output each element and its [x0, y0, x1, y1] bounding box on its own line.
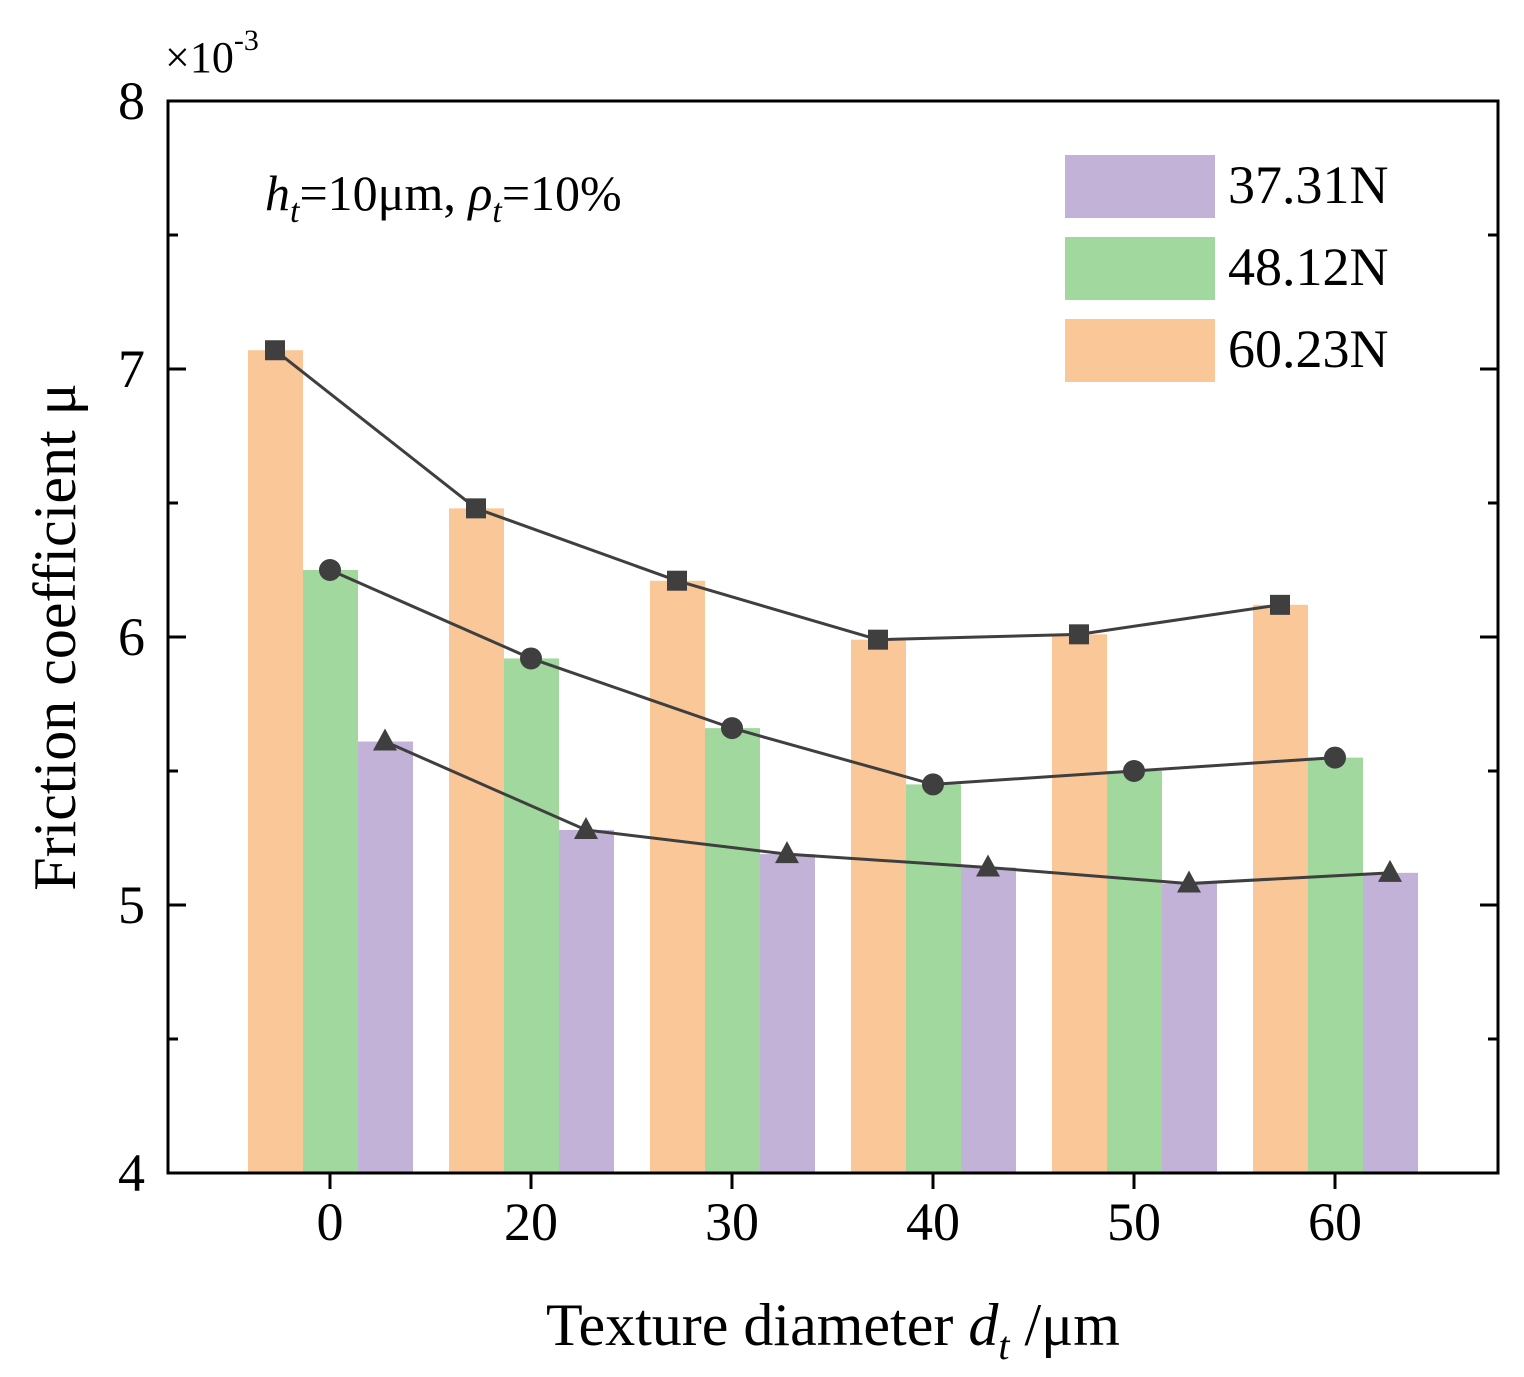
bar-48.12N-20 [504, 658, 559, 1173]
y-axis-label: Friction coefficient μ [22, 383, 88, 891]
bar-48.12N-50 [1107, 771, 1162, 1173]
bar-37.31N-20 [559, 829, 614, 1173]
bar-60.23N-0 [248, 350, 303, 1173]
marker-48.12N-30 [721, 717, 743, 740]
marker-48.12N-50 [1123, 760, 1145, 782]
line-48.12N [329, 568, 1336, 786]
ticks-layer: 4 5 6 7 8 0 20 30 40 50 60 [118, 71, 1498, 1252]
bars-layer [248, 350, 1418, 1173]
marker-37.31N-60 [1378, 859, 1402, 882]
bar-60.23N-40 [851, 639, 906, 1173]
legend-swatch-60.23N [1065, 319, 1215, 382]
marker-37.31N-30 [775, 841, 799, 864]
marker-60.23N-60 [1270, 594, 1290, 615]
marker-60.23N-0 [265, 340, 285, 361]
marker-37.31N-0 [373, 728, 397, 751]
marker-60.23N-50 [1069, 624, 1089, 645]
y-tick-label: 5 [118, 875, 145, 935]
marker-37.31N-50 [1177, 870, 1201, 893]
x-tick-label: 30 [705, 1192, 759, 1252]
marker-60.23N-30 [667, 570, 687, 591]
bar-37.31N-0 [358, 741, 413, 1173]
bar-37.31N-50 [1162, 883, 1217, 1173]
x-tick-label: 20 [504, 1192, 558, 1252]
marker-60.23N-20 [466, 498, 486, 519]
bar-60.23N-30 [650, 580, 705, 1173]
bar-60.23N-20 [449, 508, 504, 1173]
y-tick-label: 6 [118, 607, 145, 667]
legend-swatch-37.31N [1065, 155, 1215, 218]
bar-48.12N-40 [906, 784, 961, 1173]
legend: 37.31N 48.12N 60.23N [1065, 155, 1389, 382]
bar-48.12N-60 [1308, 757, 1363, 1173]
x-tick-label: 40 [906, 1192, 960, 1252]
lines-layer [265, 340, 1402, 893]
bar-48.12N-0 [303, 570, 358, 1173]
bar-60.23N-50 [1052, 634, 1107, 1173]
marker-48.12N-20 [520, 647, 542, 670]
y-tick-label: 4 [118, 1143, 145, 1203]
marker-37.31N-40 [976, 854, 1000, 877]
marker-60.23N-40 [868, 629, 888, 650]
line-37.31N [384, 740, 1391, 886]
legend-label-60.23N: 60.23N [1228, 319, 1389, 379]
bar-37.31N-40 [961, 867, 1016, 1173]
x-tick-label: 60 [1308, 1192, 1362, 1252]
bar-37.31N-60 [1363, 872, 1418, 1173]
marker-48.12N-60 [1324, 746, 1346, 769]
x-tick-label: 50 [1107, 1192, 1161, 1252]
legend-swatch-48.12N [1065, 237, 1215, 300]
bar-48.12N-30 [705, 728, 760, 1173]
marker-48.12N-40 [922, 773, 944, 796]
y-tick-label: 7 [118, 339, 145, 399]
line-60.23N [274, 349, 1281, 642]
x-tick-label: 0 [317, 1192, 344, 1252]
x-axis-label: Texture diameter dt /μm [546, 1292, 1120, 1368]
y-scale-label: ×10-3 [165, 24, 259, 82]
y-scale-exponent: -3 [234, 24, 259, 57]
marker-48.12N-0 [319, 559, 341, 581]
legend-label-37.31N: 37.31N [1228, 155, 1389, 215]
annotation: ht=10μm, ρt=10% [265, 165, 622, 230]
bar-37.31N-30 [760, 854, 815, 1173]
marker-37.31N-20 [574, 816, 598, 839]
y-tick-label: 8 [118, 71, 145, 131]
legend-label-48.12N: 48.12N [1228, 237, 1389, 297]
bar-60.23N-60 [1253, 604, 1308, 1173]
